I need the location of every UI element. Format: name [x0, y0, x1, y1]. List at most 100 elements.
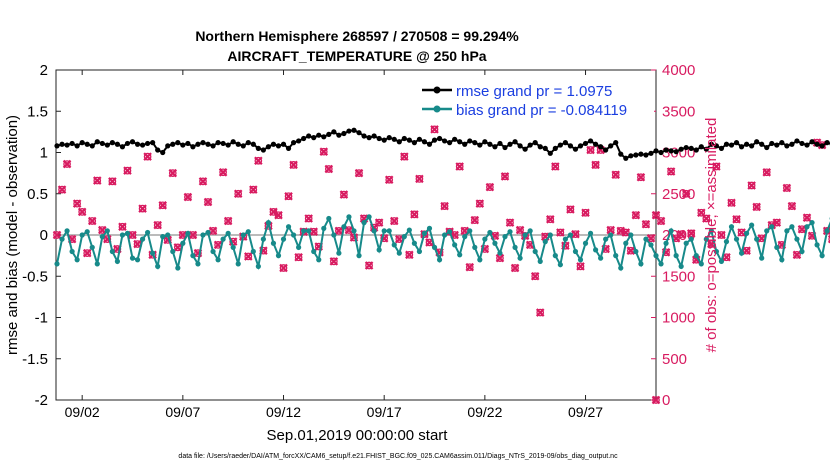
bias-point	[708, 228, 714, 234]
obs-assimilated-marker	[173, 243, 183, 252]
obs-assimilated-marker	[566, 205, 575, 214]
obs-assimilated-marker	[681, 189, 691, 199]
obs-assimilated-marker	[581, 208, 590, 218]
bias-point	[255, 263, 261, 269]
bias-point	[406, 227, 412, 233]
y-tick-right-label: 3500	[662, 103, 695, 120]
bias-point	[250, 248, 256, 255]
bias-point	[371, 228, 377, 234]
obs-possible-marker	[289, 161, 298, 169]
obs-possible-marker	[324, 165, 333, 173]
y-tick-left-label: -1	[35, 310, 48, 327]
obs-assimilated-marker	[77, 207, 87, 217]
rmse-point	[205, 141, 211, 147]
rmse-point	[663, 147, 669, 153]
obs-assimilated-marker	[57, 185, 67, 194]
bias-point	[94, 261, 100, 267]
obs-possible-marker	[335, 227, 343, 235]
rmse-point	[532, 140, 538, 146]
obs-possible-marker	[294, 253, 303, 262]
rmse-point	[447, 140, 453, 146]
bias-point	[608, 232, 614, 238]
y-tick-right-label: 1500	[662, 268, 695, 285]
obs-assimilated-marker	[500, 172, 510, 181]
rmse-point	[759, 141, 765, 147]
bias-point	[482, 236, 488, 242]
rmse-line	[56, 129, 830, 160]
legend-bias-marker	[433, 105, 441, 113]
bias-point	[572, 248, 579, 255]
bias-point	[477, 257, 483, 263]
bias-point	[673, 253, 679, 259]
rmse-point	[301, 135, 307, 142]
obs-assimilated-marker	[223, 216, 233, 226]
obs-possible-marker	[184, 193, 192, 201]
obs-assimilated-marker	[138, 204, 147, 213]
obs-possible-marker	[138, 204, 147, 213]
obs-possible-marker	[682, 189, 691, 198]
bias-point	[386, 228, 392, 234]
x-tick-label: 09/12	[266, 404, 301, 420]
rmse-point	[527, 142, 533, 148]
rmse-point	[255, 145, 261, 151]
obs-assimilated-marker	[183, 192, 193, 202]
obs-assimilated-marker	[712, 162, 721, 171]
rmse-point	[401, 135, 407, 142]
rmse-point	[411, 140, 417, 146]
bias-point	[653, 253, 659, 259]
obs-possible-marker	[621, 228, 630, 237]
obs-possible-marker	[697, 208, 706, 217]
legend-rmse-marker	[433, 86, 441, 94]
bias-point	[230, 244, 236, 250]
obs-possible-marker	[395, 235, 404, 243]
bias-point	[200, 232, 206, 238]
chart-title-line2: AIRCRAFT_TEMPERATURE @ 250 hPa	[227, 48, 486, 64]
obs-assimilated-marker	[52, 230, 62, 240]
obs-possible-marker	[783, 184, 791, 192]
obs-assimilated-marker	[676, 229, 686, 239]
obs-assimilated-marker	[782, 183, 792, 193]
obs-assimilated-marker	[254, 156, 263, 166]
obs-assimilated-marker	[128, 230, 137, 240]
obs-possible-marker	[219, 168, 227, 177]
obs-assimilated-marker	[198, 177, 208, 186]
obs-possible-marker	[234, 189, 243, 198]
obs-assimilated-marker	[470, 215, 480, 225]
obs-possible-marker	[319, 147, 328, 156]
bias-point	[809, 220, 815, 226]
obs-assimilated-marker	[354, 168, 364, 178]
rmse-point	[396, 139, 402, 145]
bias-point	[421, 230, 428, 236]
bias-point	[104, 228, 110, 234]
obs-possible-marker	[108, 177, 117, 186]
obs-possible-marker	[652, 396, 660, 404]
obs-possible-marker	[742, 246, 751, 255]
bias-point	[366, 214, 372, 220]
rmse-point	[472, 140, 478, 146]
rmse-point	[331, 129, 337, 135]
obs-assimilated-marker	[440, 201, 449, 211]
obs-possible-marker	[224, 217, 232, 225]
rmse-point	[79, 140, 85, 146]
bias-point	[109, 248, 115, 255]
rmse-point	[749, 143, 755, 149]
bias-point	[311, 248, 317, 255]
obs-possible-marker	[380, 234, 389, 243]
rmse-point	[280, 141, 287, 147]
rmse-point	[497, 140, 503, 147]
bias-point	[391, 242, 397, 248]
y-tick-right-label: 500	[662, 351, 687, 368]
obs-assimilated-marker	[233, 189, 243, 199]
obs-possible-marker	[637, 173, 645, 182]
obs-assimilated-marker	[62, 159, 72, 169]
rmse-point	[567, 143, 574, 149]
bias-point	[59, 236, 65, 242]
obs-assimilated-marker	[586, 145, 595, 155]
rmse-point	[779, 140, 785, 146]
rmse-point	[814, 141, 820, 147]
rmse-point	[633, 152, 639, 158]
bias-point	[522, 232, 528, 238]
rmse-point	[220, 140, 226, 147]
obs-possible-marker	[747, 181, 756, 190]
